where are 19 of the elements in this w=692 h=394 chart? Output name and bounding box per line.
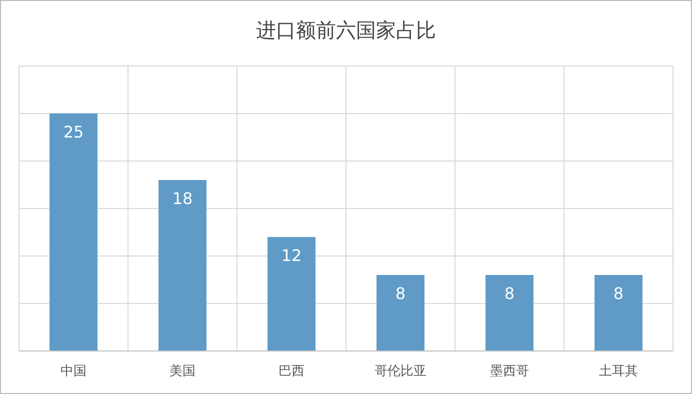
bar	[158, 180, 206, 351]
x-tick-label: 中国	[60, 364, 86, 379]
data-label: 12	[281, 246, 302, 265]
x-tick-label: 美国	[170, 363, 196, 379]
x-tick-label: 墨西哥	[490, 364, 529, 379]
bar	[486, 275, 534, 351]
data-label: 8	[395, 284, 406, 303]
data-label: 18	[172, 189, 193, 208]
data-label: 8	[504, 284, 515, 303]
x-tick-label: 巴西	[278, 364, 304, 379]
chart-title: 进口额前六国家占比	[256, 18, 436, 42]
data-label: 25	[63, 122, 84, 142]
bar	[594, 275, 642, 351]
x-tick-label: 土耳其	[599, 364, 638, 379]
x-tick-label: 哥伦比亚	[374, 364, 426, 379]
data-label: 8	[613, 284, 624, 303]
bar	[50, 114, 98, 351]
bar	[268, 237, 316, 351]
bar	[376, 275, 424, 351]
